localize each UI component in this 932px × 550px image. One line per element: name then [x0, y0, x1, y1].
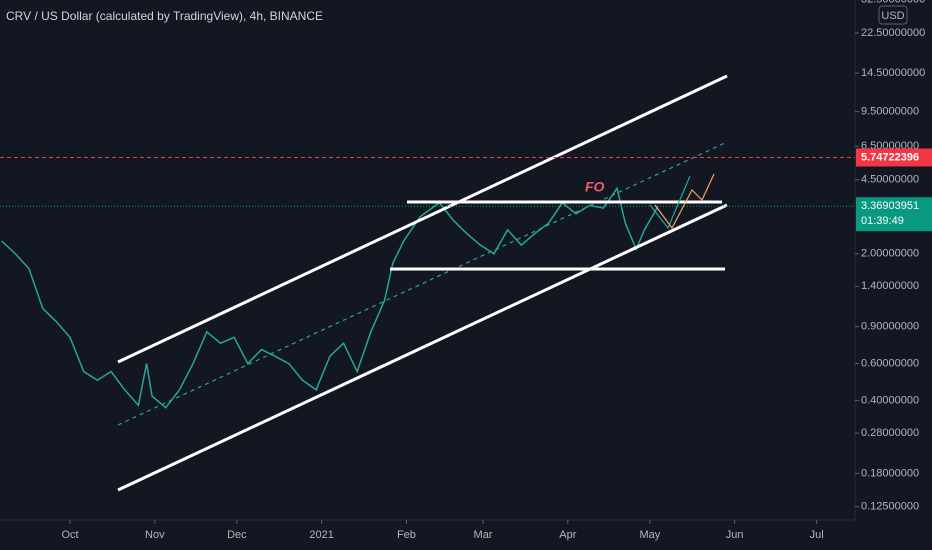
x-tick-label: Apr [559, 529, 576, 541]
y-tick-label: 0.28000000 [861, 427, 919, 439]
projection-teal [649, 175, 691, 230]
currency[interactable]: USD [881, 10, 904, 22]
x-tick-label: Dec [227, 529, 247, 541]
x-tick-label: Nov [145, 529, 165, 541]
y-tick-label: 22.50000000 [861, 27, 925, 39]
y-tick-label: 0.18000000 [861, 467, 919, 479]
x-tick-label: May [639, 529, 660, 541]
channel-upper [117, 74, 728, 364]
y-tick-label: 0.12500000 [861, 501, 919, 513]
x-tick-label: Jul [810, 529, 824, 541]
x-tick-label: Jun [726, 529, 744, 541]
y-tick-label: 0.40000000 [861, 394, 919, 406]
x-tick-label: Feb [397, 529, 416, 541]
y-tick-label: 32.50000000 [861, 0, 925, 5]
x-tick-label: Mar [474, 529, 493, 541]
last-price-box [856, 197, 932, 232]
y-tick-label: 1.40000000 [861, 280, 919, 292]
price-line [1, 186, 659, 409]
last-price-label: 3.36903951 [861, 200, 919, 212]
annotation: FO [585, 179, 605, 195]
chart-title: CRV / US Dollar (calculated by TradingVi… [6, 9, 323, 23]
y-tick-label: 9.50000000 [861, 106, 919, 118]
projection-orange [654, 173, 715, 230]
alert-label-box [856, 148, 932, 167]
channel-lower [117, 203, 728, 492]
y-tick-label: 2.00000000 [861, 248, 919, 260]
y-tick-label: 0.60000000 [861, 357, 919, 369]
x-tick-label: Oct [61, 529, 78, 541]
currency-button[interactable] [878, 5, 908, 25]
y-tick-label: 4.50000000 [861, 174, 919, 186]
y-tick-label: 14.50000000 [861, 67, 925, 79]
x-tick-label: 2021 [309, 529, 333, 541]
plot [1, 186, 659, 409]
y-tick-label: 0.90000000 [861, 321, 919, 333]
countdown: 01:39:49 [861, 215, 904, 227]
alert-label: 5.74722396 [861, 151, 919, 163]
